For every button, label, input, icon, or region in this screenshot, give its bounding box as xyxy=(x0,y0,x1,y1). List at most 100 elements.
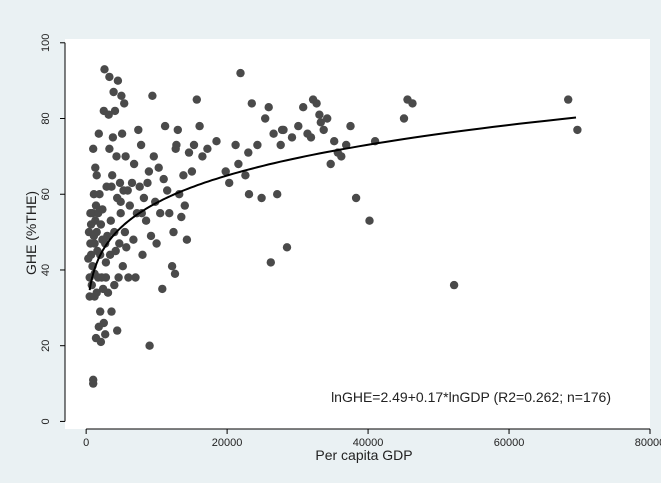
data-point xyxy=(198,152,207,161)
data-point xyxy=(109,87,118,97)
data-point xyxy=(365,216,374,225)
data-point xyxy=(573,125,582,135)
data-point xyxy=(163,186,172,195)
data-point xyxy=(169,227,178,237)
data-point xyxy=(154,163,163,172)
data-point xyxy=(160,121,170,131)
data-point xyxy=(342,140,351,150)
regression-annotation: lnGHE=2.49+0.17*lnGDP (R2=0.262; n=176) xyxy=(331,389,611,405)
data-point xyxy=(118,262,128,271)
data-point xyxy=(184,148,194,157)
data-point xyxy=(399,114,409,123)
data-point xyxy=(253,140,262,150)
y-tick-label: 60 xyxy=(40,188,52,200)
data-points xyxy=(84,65,582,388)
x-tick-label: 20000 xyxy=(212,437,243,449)
data-point xyxy=(144,167,154,176)
data-point xyxy=(177,212,186,222)
data-point xyxy=(173,125,182,135)
data-point xyxy=(141,216,151,225)
data-point xyxy=(106,216,116,225)
data-point xyxy=(203,144,212,153)
data-point xyxy=(108,171,117,180)
data-point xyxy=(134,125,143,135)
plot-area xyxy=(65,39,650,429)
data-point xyxy=(145,341,154,350)
data-point xyxy=(330,137,339,146)
data-point xyxy=(123,186,132,195)
data-point xyxy=(105,144,114,153)
data-point xyxy=(98,235,107,244)
data-point xyxy=(146,231,156,241)
x-axis-title: Per capita GDP xyxy=(315,447,412,463)
data-point xyxy=(273,190,282,199)
data-point xyxy=(110,280,119,290)
data-point xyxy=(287,133,297,142)
data-point xyxy=(110,106,120,116)
data-point xyxy=(244,190,254,199)
data-point xyxy=(135,182,144,191)
data-point xyxy=(124,273,133,282)
data-point xyxy=(337,152,346,161)
data-point xyxy=(221,167,230,176)
data-point xyxy=(120,227,130,237)
data-point xyxy=(408,99,417,108)
data-point xyxy=(247,99,256,108)
data-point xyxy=(116,197,125,206)
data-point xyxy=(192,95,201,104)
data-point xyxy=(306,133,316,142)
data-point xyxy=(241,171,250,180)
data-point xyxy=(95,190,104,199)
data-point xyxy=(122,243,131,252)
data-point xyxy=(112,152,121,161)
data-point xyxy=(244,148,253,157)
x-tick-label: 80000 xyxy=(635,437,661,449)
data-point xyxy=(91,163,100,172)
data-point xyxy=(104,110,113,119)
data-point xyxy=(294,121,303,131)
data-point xyxy=(114,273,123,282)
data-point xyxy=(96,307,105,316)
data-point xyxy=(86,209,95,218)
data-point xyxy=(129,159,139,169)
data-point xyxy=(127,178,137,188)
data-point xyxy=(99,318,109,328)
data-point xyxy=(107,307,116,316)
data-point xyxy=(564,95,573,104)
data-point xyxy=(117,129,127,138)
data-point xyxy=(449,280,459,290)
data-point xyxy=(152,239,161,248)
data-point xyxy=(143,178,152,188)
data-point xyxy=(121,152,130,161)
data-point xyxy=(231,140,240,150)
data-point xyxy=(266,258,275,267)
data-point xyxy=(195,121,204,131)
data-point xyxy=(182,235,192,244)
data-point xyxy=(136,140,146,150)
data-point xyxy=(156,209,165,218)
data-point xyxy=(312,99,321,108)
data-point xyxy=(159,174,168,184)
data-point xyxy=(108,133,118,142)
x-tick-label: 0 xyxy=(83,437,89,449)
data-point xyxy=(101,258,111,267)
data-point xyxy=(323,114,332,123)
data-point xyxy=(171,144,180,153)
data-point xyxy=(276,140,285,150)
data-point xyxy=(116,209,125,218)
data-point xyxy=(120,99,129,108)
data-point xyxy=(138,250,147,259)
data-point xyxy=(236,68,245,78)
data-point xyxy=(277,125,287,135)
data-point xyxy=(179,171,188,180)
data-point xyxy=(92,227,101,237)
data-point xyxy=(98,205,107,214)
data-point xyxy=(113,76,123,85)
data-point xyxy=(94,129,104,138)
data-point xyxy=(257,193,266,203)
data-point xyxy=(282,243,292,252)
data-point xyxy=(148,91,157,101)
data-point xyxy=(117,91,126,101)
data-point xyxy=(129,235,138,244)
